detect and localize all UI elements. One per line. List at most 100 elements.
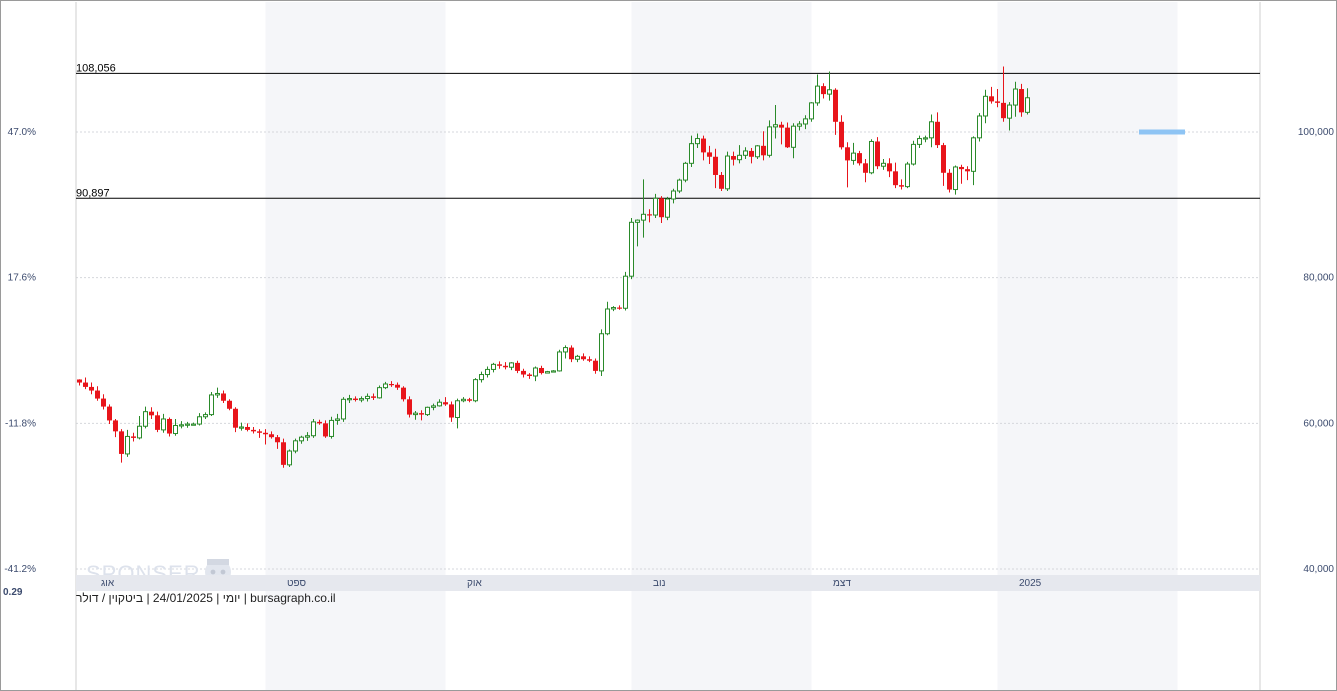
candle-body-down (119, 431, 124, 454)
candle-body-down (419, 413, 424, 415)
candle-body-down (749, 150, 754, 157)
candle-body-up (293, 440, 298, 452)
candle-body-up (329, 419, 334, 437)
candle-body-down (833, 89, 838, 122)
candle-body-up (767, 126, 772, 156)
candle-body-down (821, 86, 826, 95)
candle-body-down (275, 437, 280, 443)
candle-body-up (665, 198, 670, 218)
candle-body-down (581, 356, 586, 360)
candle-body-down (263, 432, 268, 435)
left-percent-axis: 47.0% 17.6% -11.8% -41.2% (4, 127, 36, 575)
candle-body-up (911, 143, 916, 165)
candle-body-up (575, 355, 580, 360)
candle-body-down (731, 156, 736, 160)
candle-body-up (473, 379, 478, 402)
chart-footer: יומי | 24/01/2025 | ביטקוין / דולר | bur… (76, 591, 336, 605)
candle-body-up (551, 370, 556, 373)
level-label: 90,897 (76, 187, 110, 199)
price-tick-label: 40,000 (1303, 564, 1334, 575)
right-price-axis: 100,000 80,000 60,000 40,000 (1298, 127, 1335, 575)
candle-body-up (143, 411, 148, 427)
candle-body-down (899, 185, 904, 187)
footer-period: יומי (223, 591, 241, 605)
candle-body-up (929, 121, 934, 139)
candle-body-up (425, 406, 430, 416)
x-tick-label: ספט (287, 578, 307, 589)
x-axis-strip (76, 575, 1260, 591)
candle-body-up (287, 450, 292, 466)
candle-body-up (125, 435, 130, 455)
candle-body-up (359, 398, 364, 401)
candle-body-up (197, 416, 202, 425)
candle-body-up (689, 143, 694, 164)
price-tick-label: 80,000 (1303, 273, 1334, 284)
candle-body-up (983, 95, 988, 117)
candle-body-down (149, 411, 154, 416)
candle-body-up (605, 308, 610, 335)
candle-body-down (353, 398, 358, 401)
candle-body-up (677, 179, 682, 192)
candle-body-down (371, 396, 376, 398)
candle-body-up (623, 275, 628, 309)
candle-body-down (779, 124, 784, 128)
candle-body-down (587, 359, 592, 361)
candle-body-up (1025, 97, 1030, 113)
candle-body-down (989, 96, 994, 102)
candle-body-up (881, 162, 886, 167)
candle-body-up (917, 138, 922, 145)
candle-body-up (815, 85, 820, 104)
footer-instrument: ביטקוין / דולר (76, 591, 143, 605)
candle-body-up (173, 425, 178, 435)
candle-body-down (317, 421, 322, 424)
footer-date: 24/01/2025 (153, 591, 213, 605)
candle-body-down (245, 426, 250, 430)
candle-body-up (599, 333, 604, 372)
candle-body-down (515, 362, 520, 371)
candle-body-up (509, 362, 514, 368)
candle-body-up (533, 367, 538, 377)
price-tick-label: 100,000 (1298, 127, 1335, 138)
x-tick-label: דצמ (833, 578, 851, 589)
candle-body-up (905, 163, 910, 188)
x-tick-label: 2025 (1019, 578, 1042, 589)
x-tick-label: אוג (101, 578, 115, 589)
candle-body-down (785, 127, 790, 148)
candle-body-up (383, 383, 388, 389)
candle-body-up (611, 307, 616, 310)
candle-body-down (959, 166, 964, 170)
candle-body-up (461, 398, 466, 402)
candle-body-up (683, 162, 688, 181)
candle-body-up (641, 213, 646, 221)
candle-body-up (335, 418, 340, 421)
candle-body-down (875, 141, 880, 167)
candle-body-up (203, 414, 208, 418)
candle-body-down (707, 152, 712, 157)
candle-body-up (311, 421, 316, 437)
candle-body-up (479, 374, 484, 381)
candle-body-up (191, 423, 196, 426)
level-label: 108,056 (76, 62, 116, 74)
candle-body-down (947, 172, 952, 190)
candle-body-up (797, 123, 802, 127)
candle-body-down (647, 214, 652, 216)
candle-body-down (107, 406, 112, 421)
candle-body-down (761, 145, 766, 156)
x-axis-ticks: אוג ספט אוק נוב דצמ 2025 (101, 578, 1042, 589)
price-marker (1139, 129, 1185, 135)
candle-body-up (743, 150, 748, 156)
candle-body-up (485, 368, 490, 376)
candle-body-down (935, 121, 940, 146)
candle-body-up (413, 412, 418, 416)
candle-body-up (827, 89, 832, 95)
candle-body-up (725, 155, 730, 190)
candle-body-down (167, 418, 172, 434)
candle-body-down (863, 163, 868, 173)
candle-body-down (251, 429, 256, 432)
candle-body-up (629, 221, 634, 277)
percent-tick-label: 47.0% (8, 127, 36, 138)
candle-body-down (389, 384, 394, 386)
candle-body-down (83, 382, 88, 387)
candle-body-down (617, 307, 622, 309)
candle-body-down (845, 147, 850, 161)
